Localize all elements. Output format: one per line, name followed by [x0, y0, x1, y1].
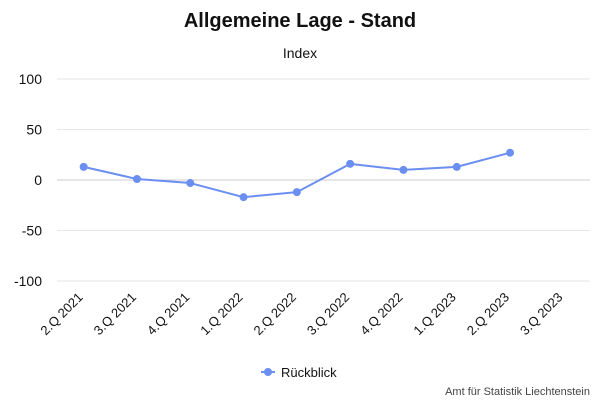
y-axis-ticks: 100 50 0 -50 -100	[14, 71, 42, 289]
x-tick-label: 4.Q 2022	[357, 290, 405, 338]
x-tick-label: 2.Q 2023	[464, 290, 512, 338]
data-point[interactable]	[346, 159, 355, 168]
y-tick-label: 0	[34, 172, 42, 188]
data-point[interactable]	[239, 193, 248, 202]
data-point[interactable]	[186, 179, 195, 188]
x-tick-label: 4.Q 2021	[144, 290, 192, 338]
chart-title: Allgemeine Lage - Stand	[184, 10, 416, 32]
y-tick-label: -50	[22, 223, 42, 239]
x-tick-label: 1.Q 2023	[410, 290, 458, 338]
y-tick-label: -100	[14, 273, 42, 289]
x-tick-label: 2.Q 2021	[37, 290, 85, 338]
chart-subtitle: Index	[283, 45, 317, 61]
data-point[interactable]	[292, 188, 301, 197]
x-tick-label: 1.Q 2022	[197, 290, 245, 338]
legend-dot-marker	[264, 368, 272, 376]
data-point[interactable]	[452, 162, 461, 171]
x-tick-label: 2.Q 2022	[251, 290, 299, 338]
data-point[interactable]	[506, 148, 515, 157]
legend-label-rueckblick[interactable]: Rückblick	[281, 365, 337, 380]
credit-text: Amt für Statistik Liechtenstein	[445, 386, 590, 398]
x-tick-label: 3.Q 2023	[517, 290, 565, 338]
x-axis-ticks: 2.Q 2021 3.Q 2021 4.Q 2021 1.Q 2022 2.Q 2022…	[37, 290, 565, 338]
data-point[interactable]	[132, 174, 141, 183]
data-point[interactable]	[79, 162, 88, 171]
x-tick-label: 3.Q 2021	[91, 290, 139, 338]
data-point[interactable]	[399, 165, 408, 174]
x-tick-label: 3.Q 2022	[304, 290, 352, 338]
y-tick-label: 50	[26, 122, 42, 138]
y-tick-label: 100	[19, 71, 43, 87]
legend[interactable]: Rückblick	[261, 365, 337, 380]
series-lines	[79, 148, 515, 202]
